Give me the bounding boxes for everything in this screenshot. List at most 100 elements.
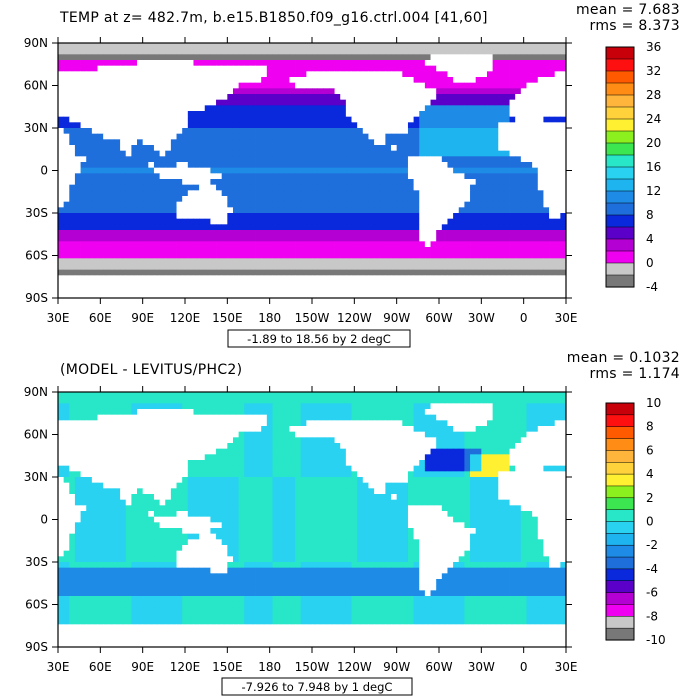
map-cell (374, 286, 381, 293)
map-cell (543, 431, 550, 438)
map-cell (362, 156, 369, 163)
map-cell (176, 420, 183, 427)
map-cell (159, 179, 166, 186)
map-cell (520, 275, 527, 282)
map-cell (238, 99, 245, 106)
map-cell (131, 54, 138, 61)
map-cell (447, 247, 454, 254)
map-cell (379, 60, 386, 67)
map-cell (142, 252, 149, 259)
map-cell (351, 77, 358, 84)
map-cell (407, 437, 414, 444)
map-cell (475, 133, 482, 140)
map-cell (340, 397, 347, 404)
map-cell (447, 230, 454, 237)
map-cell (385, 139, 392, 146)
map-cell (97, 252, 104, 259)
map-cell (199, 269, 206, 276)
map-cell (193, 252, 200, 259)
map-cell (526, 116, 533, 123)
map-cell (74, 173, 81, 180)
map-cell (357, 403, 364, 410)
map-cell (86, 230, 93, 237)
map-cell (86, 43, 93, 50)
map-cell (255, 156, 262, 163)
map-cell (74, 241, 81, 248)
map-cell (526, 409, 533, 416)
map-cell (255, 247, 262, 254)
map-cell (351, 173, 358, 180)
map-cell (351, 65, 358, 72)
map-cell (63, 139, 70, 146)
map-cell (554, 82, 561, 89)
map-cell (261, 122, 268, 129)
map-cell (204, 139, 211, 146)
map-cell (227, 207, 234, 214)
map-cell (520, 88, 527, 95)
map-cell (187, 281, 194, 288)
map-cell (549, 201, 556, 208)
map-cell (345, 111, 352, 118)
map-cell (475, 145, 482, 152)
map-cell (430, 43, 437, 50)
map-cell (227, 88, 234, 95)
map-cell (182, 218, 189, 225)
map-cell (328, 252, 335, 259)
map-cell (430, 60, 437, 67)
map-cell (323, 60, 330, 67)
map-cell (125, 173, 132, 180)
map-cell (278, 167, 285, 174)
map-cell (419, 48, 426, 55)
map-cell (227, 426, 234, 433)
map-cell (204, 281, 211, 288)
map-cell (481, 77, 488, 84)
map-cell (227, 213, 234, 220)
map-cell (430, 241, 437, 248)
map-cell (402, 247, 409, 254)
map-cell (238, 218, 245, 225)
map-cell (362, 420, 369, 427)
map-cell (402, 190, 409, 197)
map-cell (396, 116, 403, 123)
map-cell (221, 426, 228, 433)
map-cell (238, 258, 245, 265)
map-cell (503, 54, 510, 61)
map-cell (91, 235, 98, 242)
map-cell (255, 264, 262, 271)
map-cell (108, 397, 115, 404)
map-cell (526, 162, 533, 169)
map-cell (481, 105, 488, 112)
map-cell (503, 281, 510, 288)
map-cell (63, 443, 70, 450)
map-cell (424, 184, 431, 191)
map-cell (69, 235, 76, 242)
map-cell (368, 116, 375, 123)
map-cell (103, 173, 110, 180)
map-cell (424, 156, 431, 163)
map-cell (227, 414, 234, 421)
map-cell (210, 258, 217, 265)
map-cell (543, 48, 550, 55)
map-cell (91, 173, 98, 180)
map-cell (227, 145, 234, 152)
map-cell (317, 431, 324, 438)
map-cell (430, 397, 437, 404)
map-cell (340, 414, 347, 421)
map-cell (503, 258, 510, 265)
map-cell (560, 179, 567, 186)
map-cell (447, 71, 454, 78)
map-cell (63, 224, 70, 231)
map-cell (182, 145, 189, 152)
map-cell (249, 392, 256, 399)
map-cell (351, 162, 358, 169)
map-cell (80, 111, 87, 118)
map-cell (526, 292, 533, 299)
map-cell (453, 403, 460, 410)
map-cell (351, 292, 358, 299)
map-cell (374, 258, 381, 265)
map-cell (97, 65, 104, 72)
map-cell (357, 281, 364, 288)
map-cell (464, 196, 471, 203)
map-cell (182, 420, 189, 427)
map-cell (244, 54, 251, 61)
